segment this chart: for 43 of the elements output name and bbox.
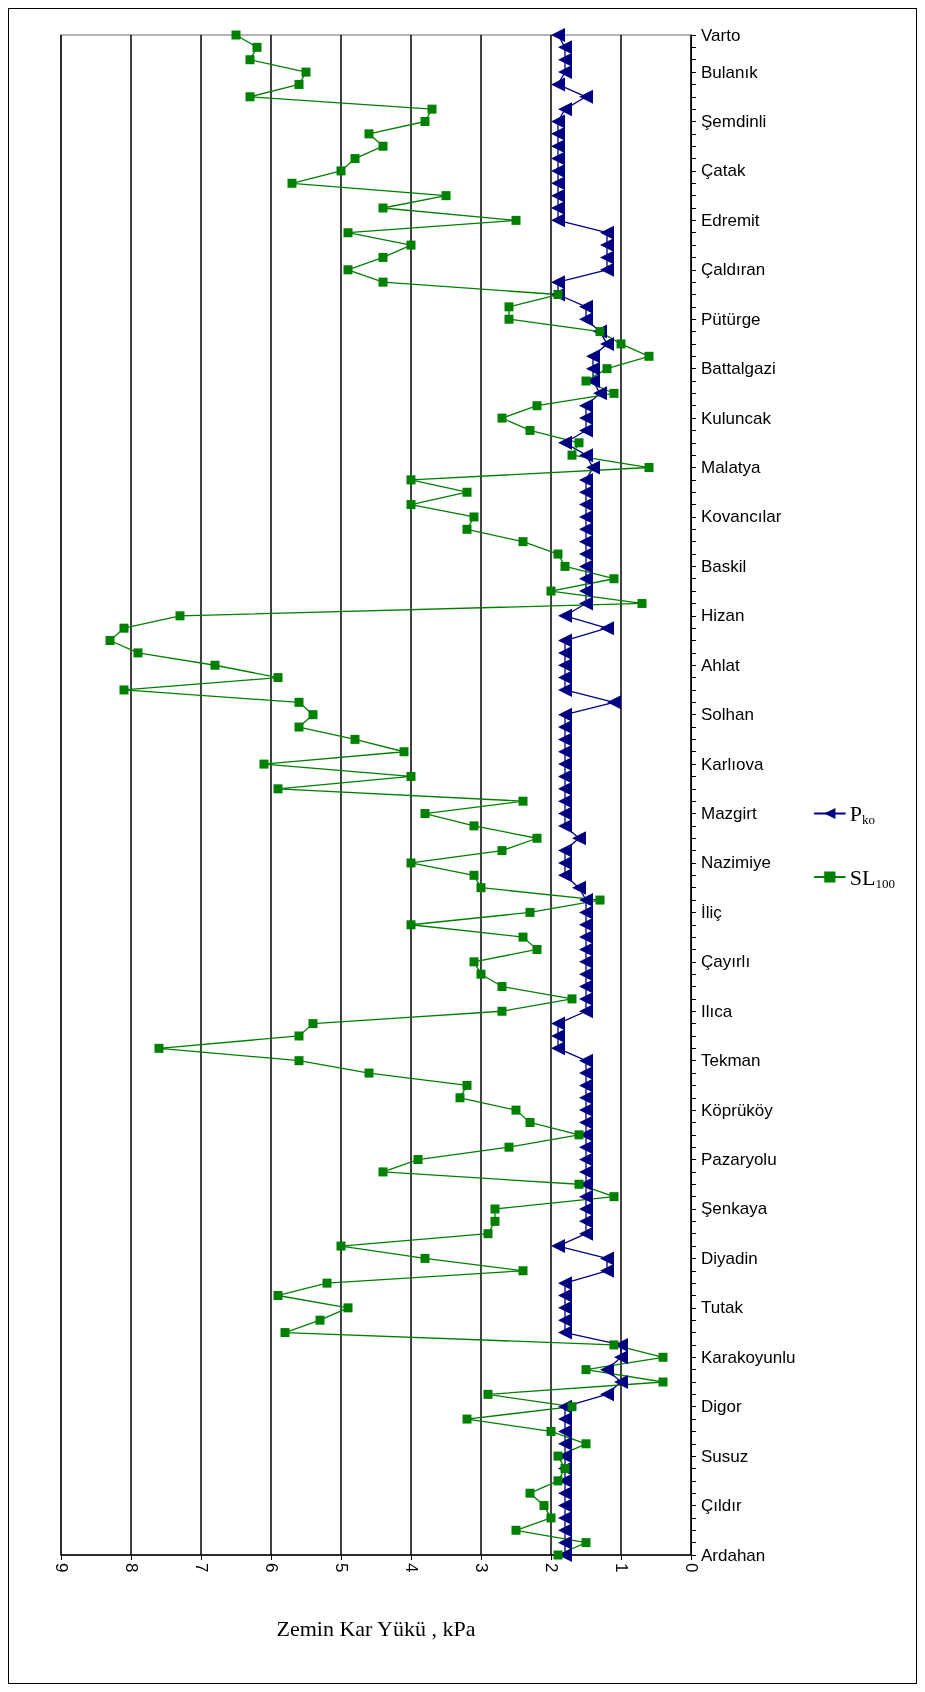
y-tick-label: Bulanık xyxy=(701,62,759,82)
y-tick-label: Diyadin xyxy=(701,1248,758,1268)
y-tick-label: Tutak xyxy=(701,1298,744,1318)
y-tick-label: Şenkaya xyxy=(701,1199,768,1219)
y-tick-label: Karakoyunlu xyxy=(701,1347,796,1367)
y-tick-label: Digor xyxy=(701,1397,742,1417)
y-tick-label: Ahlat xyxy=(701,655,741,675)
y-tick-label: Edremit xyxy=(701,210,760,230)
y-tick-label: Çıldır xyxy=(701,1496,742,1516)
y-tick-label: Çayırlı xyxy=(701,952,751,972)
y-tick-label: Pütürge xyxy=(701,309,761,329)
y-tick-label: Çaldıran xyxy=(701,260,766,280)
y-tick-label: Pazaryolu xyxy=(701,1150,777,1170)
x-tick-label: 0 xyxy=(681,1563,701,1573)
y-tick-label: Hizan xyxy=(701,606,745,626)
x-tick-label: 8 xyxy=(121,1563,141,1573)
x-axis-title: Zemin Kar Yükü , kPa xyxy=(276,1615,476,1641)
x-tick-label: 4 xyxy=(401,1563,421,1573)
y-tick-label: Mazgirt xyxy=(701,804,758,824)
y-tick-label: Şemdinli xyxy=(701,112,767,131)
y-tick-label: Solhan xyxy=(701,705,754,725)
y-tick-label: Köprüköy xyxy=(701,1100,774,1120)
y-tick-label: Ardahan xyxy=(701,1545,766,1565)
x-tick-label: 7 xyxy=(191,1563,211,1573)
y-tick-label: Nazimiye xyxy=(701,853,771,873)
y-tick-label: Kuluncak xyxy=(701,408,772,428)
x-tick-label: 3 xyxy=(471,1563,491,1573)
y-tick-label: Tekman xyxy=(701,1051,761,1071)
y-tick-label: Ilıca xyxy=(701,1001,733,1021)
x-tick-label: 1 xyxy=(611,1563,631,1573)
y-tick-label: Varto xyxy=(701,25,741,45)
x-tick-label: 5 xyxy=(331,1563,351,1573)
y-tick-label: Susuz xyxy=(701,1446,749,1466)
y-tick-label: İliç xyxy=(701,902,723,922)
x-tick-label: 9 xyxy=(51,1563,71,1573)
y-tick-label: Malatya xyxy=(701,458,762,478)
y-tick-label: Baskil xyxy=(701,556,747,576)
y-tick-label: Karlıova xyxy=(701,754,764,774)
y-tick-label: Kovancılar xyxy=(701,507,782,527)
x-tick-label: 2 xyxy=(541,1563,561,1573)
y-tick-label: Çatak xyxy=(701,161,746,181)
y-tick-label: Battalgazi xyxy=(701,359,776,379)
x-tick-label: 6 xyxy=(261,1563,281,1573)
